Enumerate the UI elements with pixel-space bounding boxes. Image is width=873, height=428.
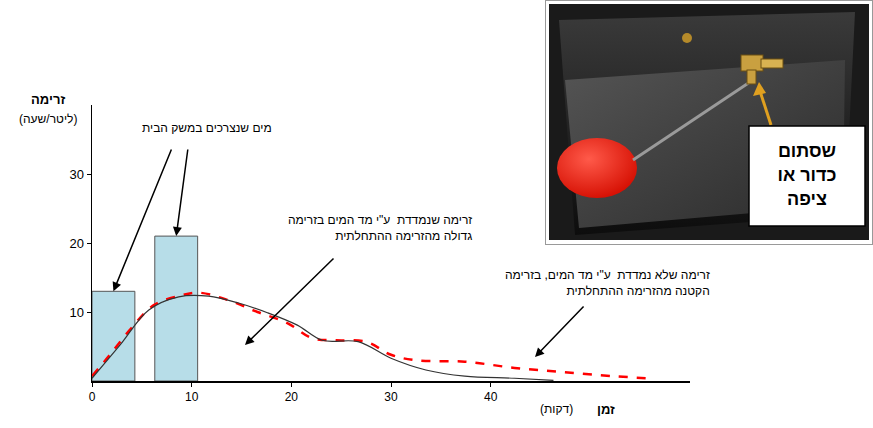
svg-text:זמן: זמן (597, 402, 615, 417)
svg-text:ציפה: ציפה (787, 189, 827, 209)
svg-text:30: 30 (384, 390, 398, 404)
svg-text:כדור או: כדור או (778, 165, 837, 185)
svg-text:שסתום: שסתום (778, 141, 836, 161)
svg-text:(דקות): (דקות) (540, 402, 573, 416)
svg-text:זרימה שלא נמדדת ע"י מד המים,: זרימה שלא נמדדת ע"י מד המים, בזרימההקטנה… (505, 268, 710, 298)
svg-text:20: 20 (69, 236, 83, 251)
svg-text:זרימה שנמדדת ע"י מד המים בזרי: זרימה שנמדדת ע"י מד המים בזרימהגדולה מהז… (288, 213, 472, 243)
svg-text:30: 30 (69, 167, 83, 182)
svg-text:10: 10 (185, 390, 199, 404)
svg-text:10: 10 (69, 305, 83, 320)
svg-text:40: 40 (484, 390, 498, 404)
svg-text:מים שנצרכים במשק הבית: מים שנצרכים במשק הבית (142, 121, 272, 135)
svg-text:(ליטר/שעה): (ליטר/שעה) (19, 112, 77, 126)
svg-text:זרימה: זרימה (31, 92, 65, 107)
svg-text:0: 0 (89, 390, 96, 404)
svg-text:20: 20 (285, 390, 299, 404)
